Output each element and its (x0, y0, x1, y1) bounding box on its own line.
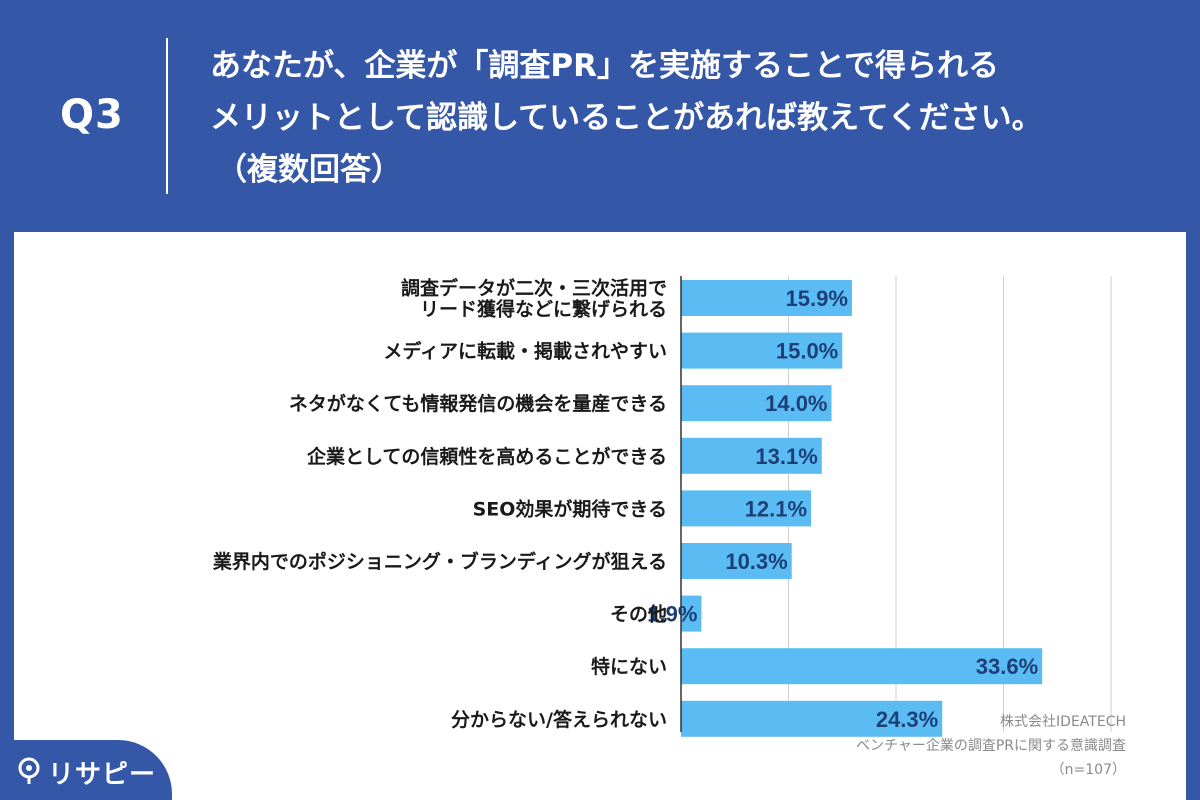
value-label-5: 12.1% (745, 496, 807, 521)
bar-4 (681, 437, 822, 474)
bar-7 (681, 595, 702, 632)
pin-icon (16, 756, 42, 790)
value-label-8: 33.6% (976, 654, 1038, 679)
question-text: あなたが、企業が「調査PR」を実施することで得られる メリットとして認識している… (210, 40, 1170, 196)
category-label-3: ネタがなくても情報発信の機会を量産できる (289, 392, 667, 415)
value-label-7: 1.9% (647, 602, 697, 627)
bar-2 (681, 332, 843, 369)
credit-sample: （n=107） (1050, 762, 1126, 778)
question-line-2: メリットとして認識していることがあれば教えてください。 (210, 100, 1043, 136)
question-line-3: （複数回答） (216, 152, 402, 188)
bar-9 (681, 700, 943, 737)
value-label-6: 10.3% (725, 549, 787, 574)
category-label-6: 業界内でのポジショニング・ブランディングが狙える (212, 550, 667, 573)
chart-panel: 15.9% 調査データが二次・三次活用で リード獲得などに繋げられる 15.0% メディ… (14, 232, 1186, 800)
brand-name: リサピー (48, 760, 157, 790)
brand-badge: リサピー (0, 740, 172, 800)
category-label-7: その他 (610, 603, 667, 626)
bar-8 (681, 648, 1043, 685)
category-label-1: 調査データが二次・三次活用で (401, 277, 667, 300)
question-number: Q3 (60, 92, 124, 138)
value-label-3: 14.0% (765, 391, 827, 416)
value-label-1: 15.9% (786, 286, 848, 311)
credit-survey: ベンチャー企業の調査PRに関する意識調査 (855, 738, 1126, 754)
bar-1 (681, 280, 852, 316)
header: Q3 あなたが、企業が「調査PR」を実施することで得られる メリットとして認識し… (0, 0, 1200, 232)
category-label-9: 分からない/答えられない (451, 708, 667, 731)
category-label-1: リード獲得などに繋げられる (420, 298, 667, 321)
bar-3 (681, 385, 832, 422)
question-line-1: あなたが、企業が「調査PR」を実施することで得られる (210, 48, 1000, 84)
header-divider (166, 38, 168, 194)
value-label-9: 24.3% (876, 707, 938, 732)
bar-5 (681, 490, 812, 527)
bar-6 (681, 543, 792, 579)
category-label-5: SEO効果が期待できる (473, 497, 667, 520)
category-label-2: メディアに転載・掲載されやすい (383, 340, 667, 363)
value-label-2: 15.0% (776, 339, 838, 364)
credit-company: 株式会社IDEATECH (1000, 714, 1126, 730)
category-label-4: 企業としての信頼性を高めることができる (306, 445, 667, 468)
category-label-8: 特にない (591, 656, 667, 678)
value-label-4: 13.1% (755, 444, 817, 469)
credit: 株式会社IDEATECH ベンチャー企業の調査PRに関する意識調査 （n=107… (856, 710, 1126, 782)
